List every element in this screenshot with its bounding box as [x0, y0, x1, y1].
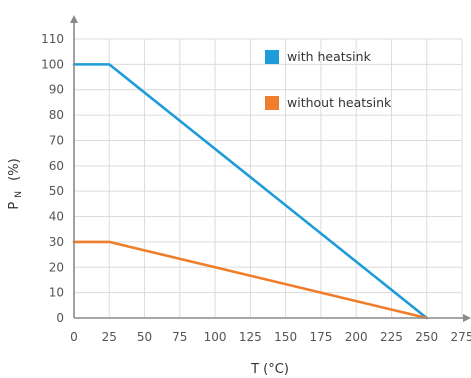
- series-layer: [72, 63, 429, 320]
- series-line-2: [72, 240, 429, 320]
- x-tick-label: 225: [380, 330, 403, 344]
- y-tick-label: 30: [49, 235, 64, 249]
- grid: [74, 38, 463, 318]
- y-axis-title-subscript: N: [14, 191, 24, 198]
- x-tick-label: 25: [102, 330, 117, 344]
- y-tick-label: 40: [49, 210, 64, 224]
- x-axis-arrow: [463, 314, 471, 322]
- x-tick-label: 50: [137, 330, 152, 344]
- x-tick-label: 150: [274, 330, 297, 344]
- x-tick-label: 175: [309, 330, 332, 344]
- x-tick-label: 0: [70, 330, 78, 344]
- x-tick-label: 75: [172, 330, 187, 344]
- y-tick-label: 110: [41, 32, 64, 46]
- y-axis-title-main: P: [7, 202, 22, 210]
- y-tick-label: 100: [41, 57, 64, 71]
- legend-swatch-2: [265, 96, 279, 110]
- y-tick-label: 0: [56, 311, 64, 325]
- legend-label-1: with heatsink: [287, 49, 372, 64]
- y-tick-label: 70: [49, 133, 64, 147]
- series-line-1: [72, 63, 429, 320]
- legend-label-2: without heatsink: [287, 95, 392, 110]
- y-tick-label: 60: [49, 159, 64, 173]
- legend-swatch-1: [265, 50, 279, 64]
- y-axis-arrow: [70, 15, 78, 23]
- y-tick-label: 80: [49, 108, 64, 122]
- x-tick-label: 100: [204, 330, 227, 344]
- x-tick-label: 125: [239, 330, 262, 344]
- x-tick-label: 275: [451, 330, 471, 344]
- tick-labels: 0 25 50 75 100 125 150 175 200 225 250 275 0 10 20 30 40…: [41, 32, 471, 344]
- y-axis-title-unit: (%): [7, 158, 22, 181]
- y-tick-label: 10: [49, 286, 64, 300]
- x-tick-label: 200: [345, 330, 368, 344]
- x-axis-title: T (°C): [250, 362, 289, 377]
- y-tick-label: 90: [49, 83, 64, 97]
- y-tick-label: 50: [49, 184, 64, 198]
- x-tick-label: 250: [415, 330, 438, 344]
- legend: with heatsink without heatsink: [265, 49, 392, 110]
- svg-text:P N (%): P N (%): [7, 158, 25, 209]
- y-tick-label: 20: [49, 260, 64, 274]
- axes: [70, 15, 471, 322]
- y-axis-title: P N (%): [7, 158, 25, 209]
